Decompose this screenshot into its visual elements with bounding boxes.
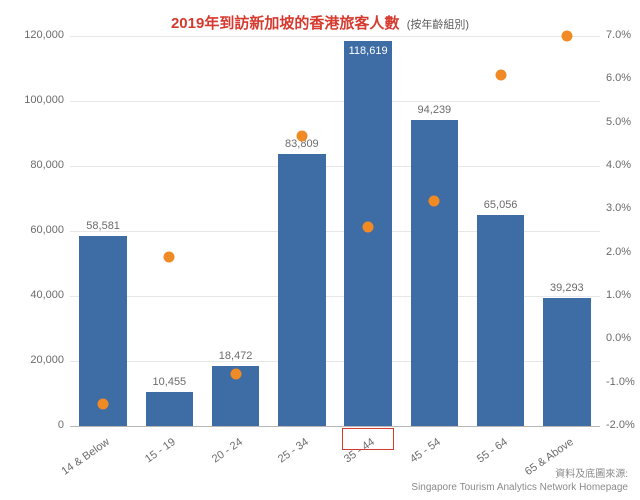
- y-left-tick: 60,000: [4, 224, 64, 236]
- bar-value-label: 118,619: [344, 45, 392, 57]
- y-right-tick: 1.0%: [606, 289, 631, 301]
- yoy-dot: [98, 399, 109, 410]
- footer-source: 資料及底圖來源: Singapore Tourism Analytics Net…: [411, 469, 628, 494]
- gridline: [70, 166, 600, 167]
- y-right-tick: 5.0%: [606, 116, 631, 128]
- bar-value-label: 65,056: [477, 199, 525, 211]
- y-right-tick: -2.0%: [606, 419, 635, 431]
- bar-value-label: 39,293: [543, 282, 591, 294]
- bar-value-label: 18,472: [212, 350, 260, 362]
- yoy-dot: [495, 70, 506, 81]
- y-right-tick: 3.0%: [606, 202, 631, 214]
- bar: 118,619: [344, 41, 392, 427]
- chart-title-main: 2019年到訪新加坡的香港旅客人數: [171, 15, 399, 32]
- gridline: [70, 101, 600, 102]
- category-label: 15 - 19: [122, 436, 178, 480]
- category-label: 25 - 34: [255, 436, 311, 480]
- y-left-tick: 40,000: [4, 289, 64, 301]
- y-left-tick: 80,000: [4, 159, 64, 171]
- footer-line1: 資料及底圖來源:: [411, 469, 628, 482]
- y-right-tick: 4.0%: [606, 159, 631, 171]
- bar: 65,056: [477, 215, 525, 426]
- y-right-tick: 6.0%: [606, 72, 631, 84]
- highlight-box: [342, 428, 394, 450]
- chart-title-sub: (按年齡組別): [407, 19, 469, 31]
- chart-title: 2019年到訪新加坡的香港旅客人數 (按年齡組別): [0, 12, 640, 33]
- yoy-dot: [429, 195, 440, 206]
- y-left-tick: 0: [4, 419, 64, 431]
- yoy-dot: [363, 221, 374, 232]
- yoy-dot: [164, 252, 175, 263]
- yoy-dot: [561, 31, 572, 42]
- bar-value-label: 94,239: [411, 104, 459, 116]
- plot-area: 020,00040,00060,00080,000100,000120,000-…: [70, 36, 600, 426]
- bar: 94,239: [411, 120, 459, 426]
- y-right-tick: 2.0%: [606, 246, 631, 258]
- bar-value-label: 10,455: [146, 376, 194, 388]
- gridline: [70, 36, 600, 37]
- yoy-dot: [230, 369, 241, 380]
- y-right-tick: -1.0%: [606, 376, 635, 388]
- bar-value-label: 58,581: [79, 220, 127, 232]
- axis-baseline: [70, 426, 600, 427]
- bar: 10,455: [146, 392, 194, 426]
- yoy-dot: [296, 130, 307, 141]
- bar: 39,293: [543, 298, 591, 426]
- y-right-tick: 0.0%: [606, 332, 631, 344]
- y-left-tick: 100,000: [4, 94, 64, 106]
- category-label: 14 & Below: [56, 436, 112, 480]
- y-right-tick: 7.0%: [606, 29, 631, 41]
- bar: 83,809: [278, 154, 326, 426]
- footer-line2: Singapore Tourism Analytics Network Home…: [411, 482, 628, 495]
- chart-frame: 2019年到訪新加坡的香港旅客人數 (按年齡組別) 020,00040,0006…: [0, 0, 640, 500]
- y-left-tick: 120,000: [4, 29, 64, 41]
- bar: 58,581: [79, 236, 127, 426]
- category-label: 20 - 24: [188, 436, 244, 480]
- y-left-tick: 20,000: [4, 354, 64, 366]
